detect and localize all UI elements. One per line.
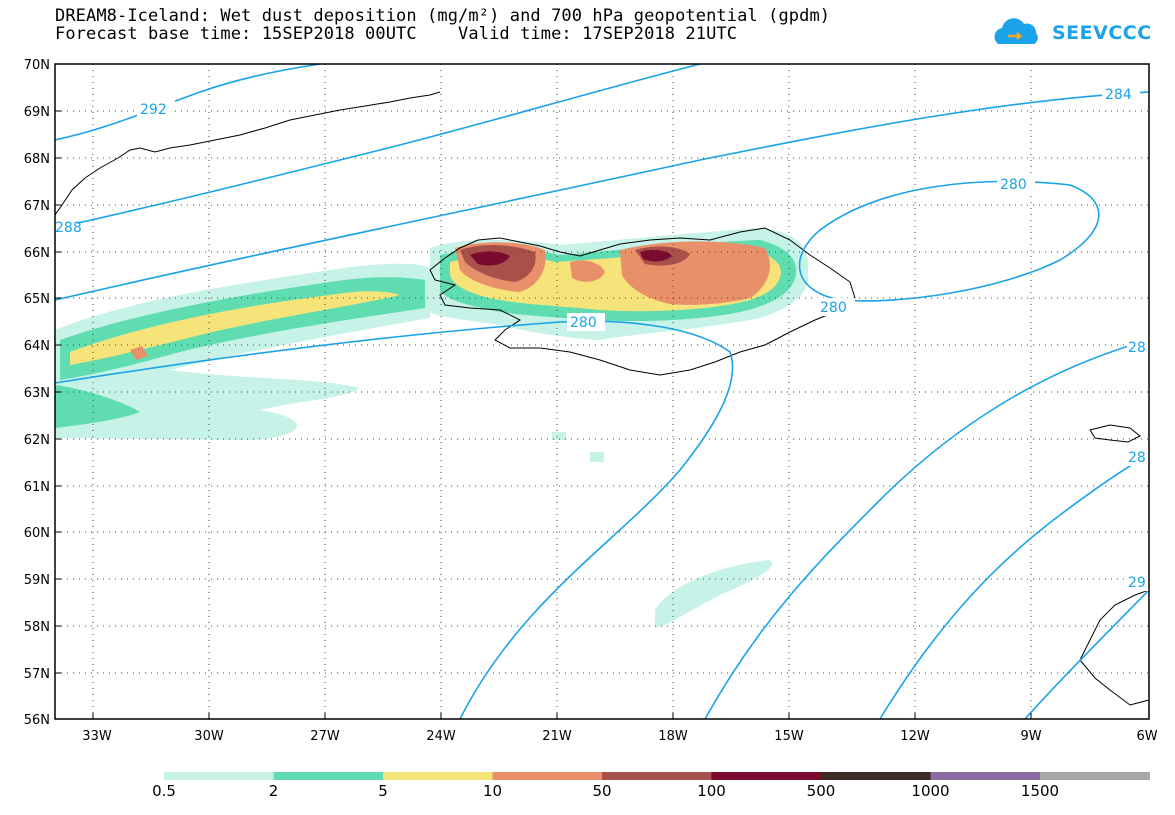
legend-swatch bbox=[602, 772, 712, 780]
scotland-coast bbox=[1079, 589, 1149, 706]
deposition-area-light bbox=[552, 432, 566, 440]
map-subtitle: Forecast base time: 15SEP2018 00UTC Vali… bbox=[55, 24, 738, 44]
legend-label: 1500 bbox=[1020, 782, 1060, 800]
legend-label: 0.5 bbox=[152, 782, 176, 800]
graticule bbox=[55, 64, 1149, 719]
contour-label-28-a: 28 bbox=[1128, 340, 1146, 356]
longitude-labels: 33W 30W 27W 24W 21W 18W 15W 12W 9W 6W bbox=[82, 729, 1157, 744]
lat-label: 70N bbox=[24, 58, 50, 73]
contour-280-loop bbox=[798, 180, 1100, 302]
lat-label: 61N bbox=[24, 480, 50, 495]
lat-label: 60N bbox=[24, 526, 50, 541]
lon-label: 21W bbox=[542, 729, 572, 744]
lat-label: 59N bbox=[24, 573, 50, 588]
lon-label: 15W bbox=[774, 729, 804, 744]
cloud-icon bbox=[994, 18, 1038, 44]
lon-label: 6W bbox=[1136, 729, 1157, 744]
lat-label: 56N bbox=[24, 713, 50, 728]
contour-label-284: 284 bbox=[1105, 87, 1132, 103]
contour-labels: 292 284 280 288 280 280 28 28 29 bbox=[55, 85, 1149, 591]
contour-288-south bbox=[879, 454, 1149, 719]
lat-label: 65N bbox=[24, 292, 50, 307]
lat-label: 63N bbox=[24, 386, 50, 401]
lat-label: 67N bbox=[24, 199, 50, 214]
contour-label-280-east: 280 bbox=[1000, 177, 1027, 193]
contour-label-280-loop: 280 bbox=[820, 300, 847, 316]
lon-label: 18W bbox=[658, 729, 688, 744]
deposition-area-100 bbox=[470, 251, 510, 266]
deposition-area-10 bbox=[570, 260, 605, 282]
deposition-area-light bbox=[655, 560, 772, 628]
legend-swatch bbox=[273, 772, 384, 780]
dust-deposition-field bbox=[55, 228, 809, 628]
legend-swatch bbox=[383, 772, 493, 780]
lat-label: 62N bbox=[24, 433, 50, 448]
latitude-labels: 70N 69N 68N 67N 66N 65N 64N 63N 62N 61N … bbox=[24, 58, 50, 728]
legend-label: 50 bbox=[592, 782, 612, 800]
legend-label: 10 bbox=[482, 782, 503, 800]
lat-label: 69N bbox=[24, 105, 50, 120]
lon-label: 33W bbox=[82, 729, 112, 744]
lon-label: 27W bbox=[310, 729, 340, 744]
greenland-coast bbox=[55, 91, 441, 216]
contour-284 bbox=[55, 91, 1149, 301]
lon-label: 12W bbox=[900, 729, 930, 744]
lat-label: 64N bbox=[24, 339, 50, 354]
lat-label: 58N bbox=[24, 620, 50, 635]
contour-label-292: 292 bbox=[140, 102, 167, 118]
contour-284-south bbox=[704, 339, 1149, 719]
legend-swatch bbox=[821, 772, 931, 780]
deposition-area-100 bbox=[640, 249, 672, 262]
contour-288 bbox=[55, 64, 701, 229]
map-title: DREAM8-Iceland: Wet dust deposition (mg/… bbox=[55, 6, 831, 26]
legend-swatch bbox=[492, 772, 603, 780]
legend-swatch bbox=[711, 772, 822, 780]
legend-colorbar bbox=[164, 772, 1150, 780]
legend-swatch bbox=[1040, 772, 1150, 780]
logo-text: SEEVCCC bbox=[1052, 22, 1152, 44]
legend-label: 2 bbox=[268, 782, 279, 800]
deposition-area-2 bbox=[55, 385, 140, 428]
legend-label: 1000 bbox=[911, 782, 950, 800]
contour-292 bbox=[55, 64, 321, 141]
legend-label: 100 bbox=[697, 782, 726, 800]
deposition-area-10 bbox=[130, 346, 148, 360]
legend-label: 500 bbox=[806, 782, 836, 800]
deposition-area-light bbox=[590, 452, 604, 462]
deposition-area-5 bbox=[70, 291, 400, 365]
lon-label: 30W bbox=[194, 729, 224, 744]
lon-label: 24W bbox=[426, 729, 456, 744]
lon-label: 9W bbox=[1020, 729, 1041, 744]
lat-label: 57N bbox=[24, 667, 50, 682]
tick-marks bbox=[55, 63, 1150, 720]
lat-label: 68N bbox=[24, 152, 50, 167]
contour-label-29: 29 bbox=[1128, 575, 1146, 591]
contour-280 bbox=[55, 320, 734, 719]
contour-label-28-b: 28 bbox=[1128, 450, 1146, 466]
contour-label-288: 288 bbox=[55, 220, 82, 236]
legend-swatch bbox=[164, 772, 274, 780]
contour-292-south bbox=[1024, 589, 1149, 719]
legend-label: 5 bbox=[378, 782, 388, 800]
lat-label: 66N bbox=[24, 246, 50, 261]
contour-label-280: 280 bbox=[570, 315, 597, 331]
geopotential-contours bbox=[55, 64, 1149, 719]
legend-swatch bbox=[930, 772, 1041, 780]
faroe-coast bbox=[1089, 424, 1141, 443]
